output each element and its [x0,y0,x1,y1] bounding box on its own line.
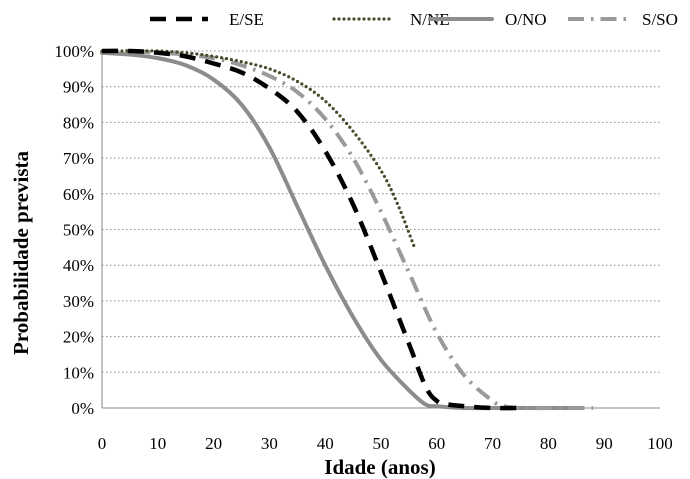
x-tick-label: 30 [261,434,278,453]
y-tick-label: 40% [63,256,94,275]
legend-label-e-se: E/SE [229,10,264,29]
series-line-o-no [100,50,579,411]
x-tick-label: 40 [317,434,334,453]
x-tick-label: 10 [149,434,166,453]
y-tick-label: 90% [63,78,94,97]
y-tick-label: 50% [63,221,94,240]
x-tick-label: 60 [428,434,445,453]
y-tick-label: 70% [63,149,94,168]
series-line-e-se [101,48,521,411]
x-tick-label: 70 [484,434,501,453]
x-tick-label: 20 [205,434,222,453]
y-tick-label: 80% [63,113,94,132]
x-tick-label: 90 [596,434,613,453]
y-axis-title: Probabilidade prevista [9,151,33,356]
x-axis-title: Idade (anos) [324,455,435,479]
legend-label-o-no: O/NO [505,10,547,29]
y-tick-label: 60% [63,185,94,204]
y-tick-label: 30% [63,292,94,311]
grid-layer [102,50,660,373]
x-tick-label: 100 [647,434,673,453]
y-tick-label: 10% [63,363,94,382]
series-layer [100,48,594,411]
axes-layer: 0% 10% 20% 30% 40% 50% 60% 70% 80% 90% 100% 0 10 20 30… [54,42,672,453]
y-tick-label: 100% [54,42,94,61]
legend-label-s-so: S/SO [642,10,678,29]
y-tick-label: 0% [71,399,94,418]
series-line-s-so [101,48,594,411]
legend: E/SEN/NEO/NOS/SO [150,10,678,29]
x-tick-label: 50 [373,434,390,453]
x-tick-label: 0 [98,434,107,453]
y-tick-label: 20% [63,328,94,347]
x-tick-label: 80 [540,434,557,453]
